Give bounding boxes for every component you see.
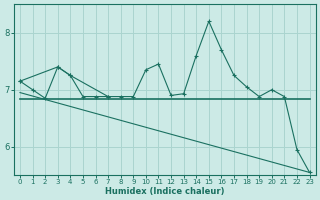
X-axis label: Humidex (Indice chaleur): Humidex (Indice chaleur) [105, 187, 225, 196]
